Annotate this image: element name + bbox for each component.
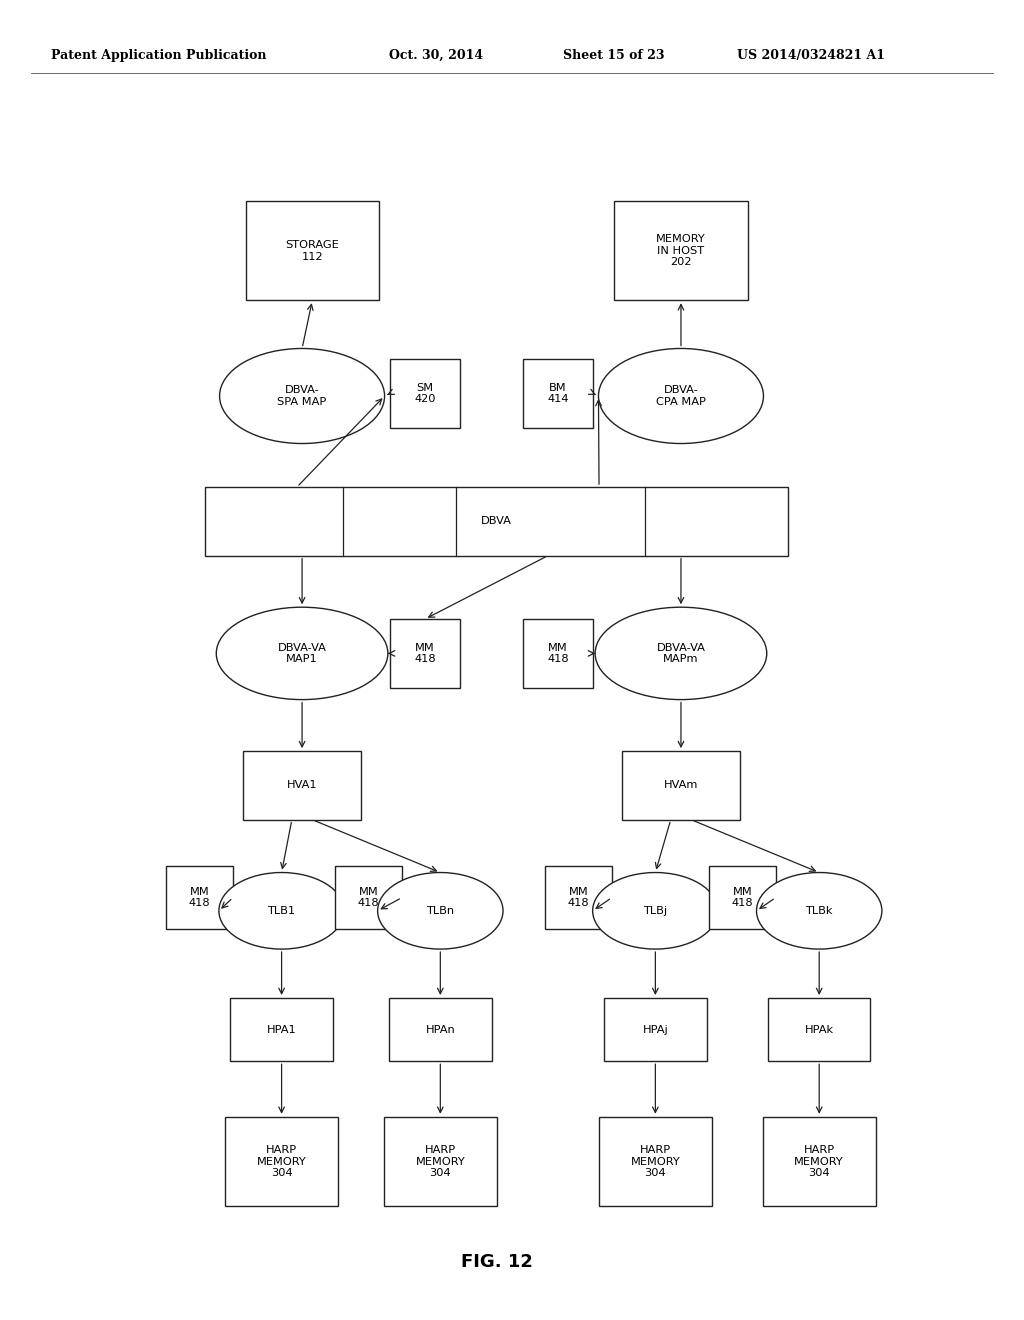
- Text: HPA1: HPA1: [266, 1024, 297, 1035]
- Text: US 2014/0324821 A1: US 2014/0324821 A1: [737, 49, 886, 62]
- Text: HPAj: HPAj: [642, 1024, 669, 1035]
- Ellipse shape: [595, 607, 767, 700]
- Text: TLBn: TLBn: [426, 906, 455, 916]
- Text: TLBk: TLBk: [806, 906, 833, 916]
- Ellipse shape: [219, 348, 385, 444]
- Ellipse shape: [216, 607, 388, 700]
- Text: TLB1: TLB1: [267, 906, 296, 916]
- Text: TLBj: TLBj: [643, 906, 668, 916]
- Text: STORAGE
112: STORAGE 112: [286, 240, 339, 261]
- Text: MEMORY
IN HOST
202: MEMORY IN HOST 202: [656, 234, 706, 268]
- Text: HPAk: HPAk: [805, 1024, 834, 1035]
- FancyBboxPatch shape: [523, 619, 593, 688]
- Text: DBVA-
CPA MAP: DBVA- CPA MAP: [656, 385, 706, 407]
- FancyBboxPatch shape: [390, 359, 460, 428]
- Text: HARP
MEMORY
304: HARP MEMORY 304: [795, 1144, 844, 1179]
- Text: DBVA: DBVA: [481, 516, 512, 527]
- Text: MM
418: MM 418: [414, 643, 436, 664]
- Text: DBVA-VA
MAPm: DBVA-VA MAPm: [656, 643, 706, 664]
- Text: FIG. 12: FIG. 12: [461, 1253, 532, 1271]
- Text: MM
418: MM 418: [731, 887, 754, 908]
- Text: MM
418: MM 418: [547, 643, 569, 664]
- FancyBboxPatch shape: [604, 998, 707, 1061]
- FancyBboxPatch shape: [225, 1117, 338, 1206]
- FancyBboxPatch shape: [768, 998, 870, 1061]
- Text: DBVA-VA
MAP1: DBVA-VA MAP1: [278, 643, 327, 664]
- Text: Oct. 30, 2014: Oct. 30, 2014: [389, 49, 483, 62]
- FancyBboxPatch shape: [336, 866, 401, 929]
- FancyBboxPatch shape: [709, 866, 776, 929]
- Ellipse shape: [757, 873, 882, 949]
- FancyBboxPatch shape: [623, 751, 739, 820]
- FancyBboxPatch shape: [614, 201, 748, 300]
- FancyBboxPatch shape: [389, 998, 492, 1061]
- Ellipse shape: [593, 873, 718, 949]
- FancyBboxPatch shape: [523, 359, 593, 428]
- FancyBboxPatch shape: [244, 751, 360, 820]
- Text: DBVA-
SPA MAP: DBVA- SPA MAP: [278, 385, 327, 407]
- Text: Sheet 15 of 23: Sheet 15 of 23: [563, 49, 665, 62]
- FancyBboxPatch shape: [545, 866, 611, 929]
- FancyBboxPatch shape: [390, 619, 460, 688]
- Text: HVAm: HVAm: [664, 780, 698, 791]
- FancyBboxPatch shape: [384, 1117, 497, 1206]
- Text: HVA1: HVA1: [287, 780, 317, 791]
- FancyBboxPatch shape: [246, 201, 379, 300]
- Text: BM
414: BM 414: [548, 383, 568, 404]
- FancyBboxPatch shape: [599, 1117, 712, 1206]
- FancyBboxPatch shape: [205, 487, 788, 556]
- FancyBboxPatch shape: [763, 1117, 876, 1206]
- Text: MM
418: MM 418: [567, 887, 590, 908]
- Ellipse shape: [378, 873, 503, 949]
- Text: Patent Application Publication: Patent Application Publication: [51, 49, 266, 62]
- FancyBboxPatch shape: [166, 866, 233, 929]
- Ellipse shape: [598, 348, 764, 444]
- Text: HARP
MEMORY
304: HARP MEMORY 304: [257, 1144, 306, 1179]
- Text: SM
420: SM 420: [415, 383, 435, 404]
- Text: MM
418: MM 418: [357, 887, 380, 908]
- Text: HPAn: HPAn: [425, 1024, 456, 1035]
- Text: HARP
MEMORY
304: HARP MEMORY 304: [631, 1144, 680, 1179]
- Text: HARP
MEMORY
304: HARP MEMORY 304: [416, 1144, 465, 1179]
- Ellipse shape: [219, 873, 344, 949]
- FancyBboxPatch shape: [230, 998, 333, 1061]
- Text: MM
418: MM 418: [188, 887, 211, 908]
